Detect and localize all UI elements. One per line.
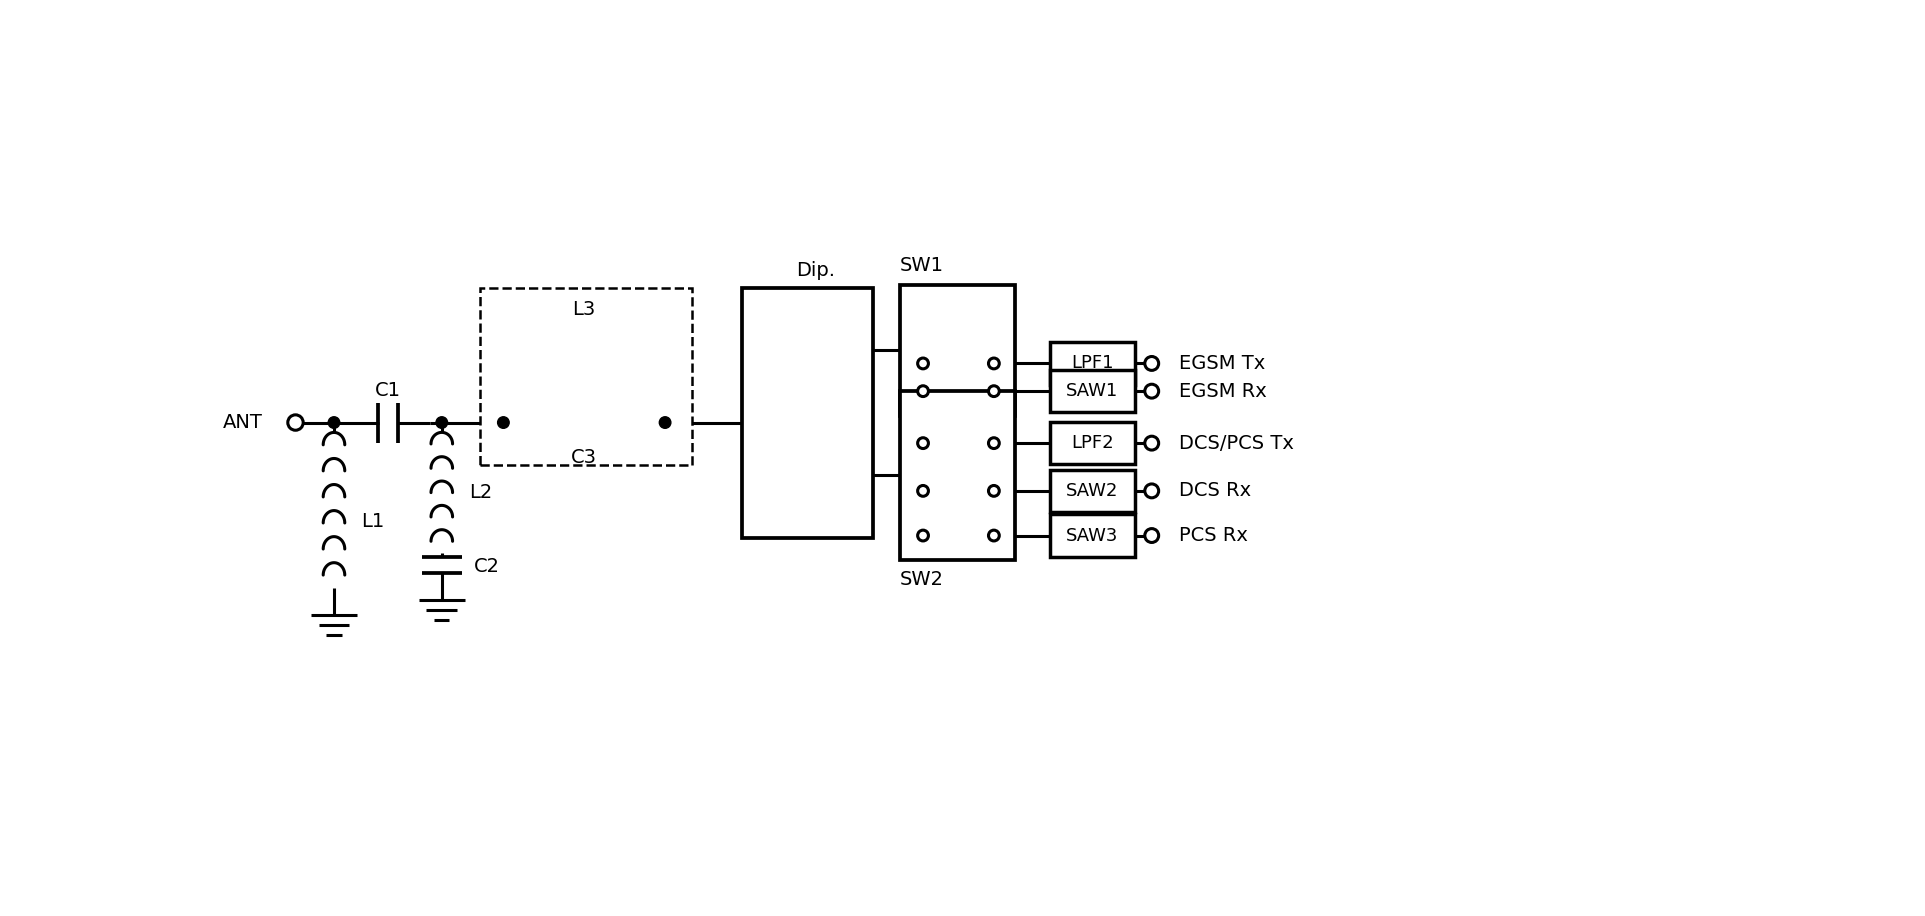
Text: PCS Rx: PCS Rx: [1178, 526, 1247, 545]
Circle shape: [918, 485, 928, 496]
Text: SAW3: SAW3: [1066, 527, 1118, 544]
Circle shape: [989, 358, 999, 369]
Circle shape: [660, 417, 672, 429]
Text: Dip.: Dip.: [795, 261, 835, 280]
Text: SW1: SW1: [901, 256, 943, 275]
Bar: [743, 288, 874, 538]
Text: SAW2: SAW2: [1066, 482, 1118, 500]
Circle shape: [989, 438, 999, 449]
Circle shape: [1145, 484, 1159, 497]
Text: EGSM Rx: EGSM Rx: [1178, 382, 1267, 400]
Circle shape: [918, 358, 928, 369]
Circle shape: [989, 386, 999, 397]
Circle shape: [918, 386, 928, 397]
Circle shape: [918, 438, 928, 449]
Circle shape: [1145, 384, 1159, 398]
Circle shape: [437, 417, 447, 429]
Text: L1: L1: [362, 512, 385, 531]
Text: SAW1: SAW1: [1066, 382, 1118, 400]
Bar: [1051, 422, 1136, 464]
Circle shape: [989, 485, 999, 496]
Circle shape: [989, 530, 999, 541]
Circle shape: [1145, 436, 1159, 450]
Circle shape: [1145, 529, 1159, 542]
Circle shape: [918, 530, 928, 541]
Bar: [1051, 515, 1136, 557]
Bar: [1051, 470, 1136, 512]
Text: ANT: ANT: [223, 413, 264, 432]
Circle shape: [1145, 356, 1159, 370]
Text: DCS/PCS Tx: DCS/PCS Tx: [1178, 433, 1294, 453]
Text: SW2: SW2: [901, 570, 943, 589]
Circle shape: [327, 417, 339, 429]
Bar: [901, 391, 1016, 561]
Text: L3: L3: [572, 300, 597, 319]
Text: LPF1: LPF1: [1070, 354, 1115, 373]
Text: C1: C1: [375, 381, 400, 399]
Text: C2: C2: [474, 557, 501, 576]
Text: LPF2: LPF2: [1070, 434, 1115, 453]
Bar: [1051, 370, 1136, 412]
Bar: [901, 285, 1016, 416]
Circle shape: [497, 417, 508, 429]
Circle shape: [289, 415, 304, 431]
Text: DCS Rx: DCS Rx: [1178, 482, 1251, 500]
Text: L2: L2: [468, 483, 493, 502]
Text: C3: C3: [572, 448, 597, 466]
Bar: [481, 288, 693, 465]
Text: EGSM Tx: EGSM Tx: [1178, 354, 1265, 373]
Bar: [1051, 343, 1136, 385]
